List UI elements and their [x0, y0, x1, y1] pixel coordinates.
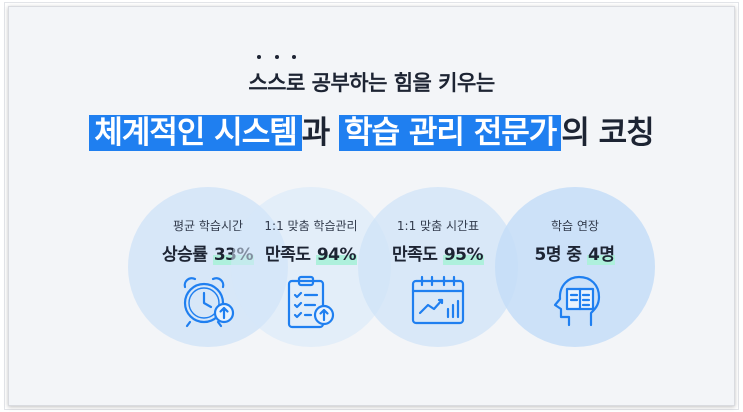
- stat-prefix: 만족도: [391, 245, 443, 265]
- stat-prefix: 만족도: [264, 245, 316, 265]
- headline-highlight-system: 체계적인 시스템: [89, 115, 302, 151]
- headline: 체계적인 시스템 과 학습 관리 전문가 의 코칭: [9, 107, 734, 152]
- subtitle-emphasis-text: 스스로: [248, 71, 305, 95]
- subtitle-emphasis: 스스로: [248, 55, 305, 97]
- clipboard-checklist-icon: [287, 275, 335, 329]
- stat-number: 95%: [442, 245, 485, 265]
- stat-label: 평균 학습시간: [172, 219, 244, 233]
- emphasis-dots: [248, 55, 304, 59]
- stat-value: 5명 중 4명: [535, 240, 616, 265]
- subtitle-text: 공부하는 힘을 키우는: [304, 71, 496, 95]
- stat-number: 94%: [315, 245, 358, 265]
- stat-label: 1:1 맞춤 학습관리: [264, 219, 358, 233]
- alarm-clock-up-icon: [183, 277, 235, 328]
- head-book-icon: [553, 275, 601, 327]
- headline-highlight-expert: 학습 관리 전문가: [339, 115, 562, 151]
- stat-prefix: 상승률: [161, 245, 213, 265]
- headline-ending: 의 코칭: [561, 115, 654, 151]
- stat-prefix: 5명 중: [534, 245, 587, 265]
- stat-value: 만족도 94%: [264, 240, 358, 265]
- infographic-panel: 스스로 공부하는 힘을 키우는 체계적인 시스템 과 학습 관리 전문가 의 코칭 …: [8, 6, 735, 406]
- calendar-chart-icon: [411, 275, 465, 325]
- stat-label: 1:1 맞춤 시간표: [396, 219, 480, 233]
- stat-label: 학습 연장: [551, 219, 599, 233]
- subtitle: 스스로 공부하는 힘을 키우는: [9, 55, 734, 97]
- stat-number: 4명: [586, 245, 616, 265]
- stat-circle-extension: 학습 연장 5명 중 4명: [495, 187, 655, 347]
- headline-connector: 과: [301, 115, 331, 151]
- stat-value: 만족도 95%: [391, 240, 485, 265]
- stat-circle-timetable: 1:1 맞춤 시간표 만족도 95%: [358, 187, 518, 347]
